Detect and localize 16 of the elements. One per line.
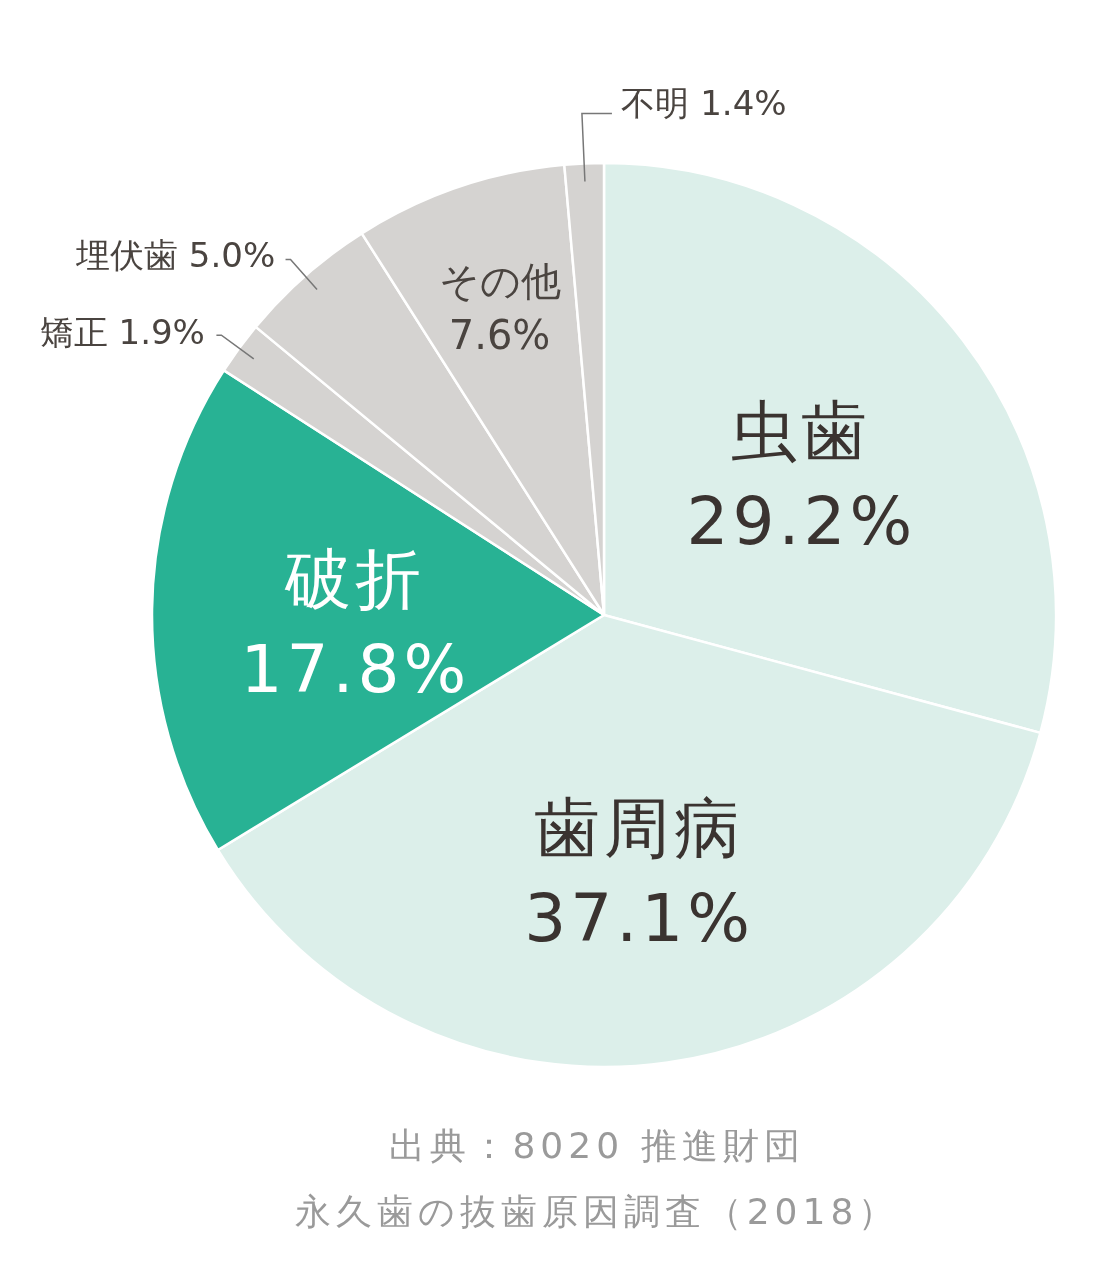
slice-label: 不明 [621, 83, 690, 124]
slice-label: 矯正 [39, 312, 108, 353]
text: 永久歯の抜歯原因調査（2018） [294, 1191, 900, 1232]
slice-label: 破折 [284, 540, 426, 618]
data-label: 1.9% [118, 312, 205, 353]
data-label: 29.2% [686, 482, 917, 560]
slice-label: その他 [438, 257, 561, 304]
data-label: 1.4% [700, 83, 787, 124]
data-label: 17.8% [240, 630, 471, 708]
data-label: 37.1% [524, 880, 754, 958]
slice-label: 虫歯 [731, 392, 872, 470]
data-label: 5.0% [188, 235, 276, 276]
source-note: 出典：8020 推進財団 [389, 1125, 805, 1166]
slice-label: 埋伏歯 [76, 235, 179, 276]
data-label: 7.6% [448, 311, 551, 358]
slice-label: 歯周病 [534, 790, 745, 868]
